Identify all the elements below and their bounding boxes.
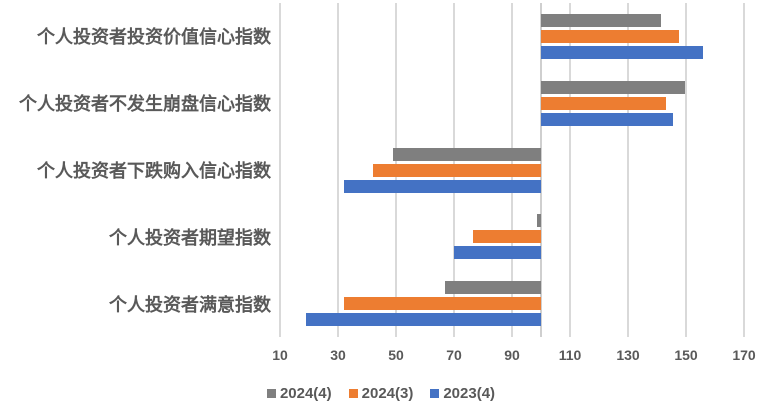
bar-series1-cat0 xyxy=(541,29,679,43)
legend-label: 2024(3) xyxy=(361,385,414,402)
bar-series2-cat0 xyxy=(541,45,704,59)
category-label: 个人投资者满意指数 xyxy=(109,294,271,315)
x-tick-label: 150 xyxy=(674,347,698,363)
category-label: 个人投资者下跌购入信心指数 xyxy=(37,161,271,181)
x-tick-label: 10 xyxy=(272,347,288,363)
gridline xyxy=(685,3,687,337)
category-label: 个人投资者期望指数 xyxy=(109,227,271,248)
gridline xyxy=(279,3,281,337)
x-tick-label: 70 xyxy=(446,347,462,363)
legend-item: 2024(4) xyxy=(266,385,332,402)
bar-series1-cat3 xyxy=(472,230,541,244)
legend-swatch-icon xyxy=(348,389,358,398)
gridline xyxy=(743,3,745,337)
bar-series0-cat1 xyxy=(541,80,685,94)
bar-series0-cat2 xyxy=(393,147,541,161)
legend-item: 2024(3) xyxy=(348,385,414,402)
bar-series2-cat2 xyxy=(343,179,541,193)
x-tick-label: 90 xyxy=(504,347,520,363)
gridline xyxy=(337,3,339,337)
x-tick-label: 30 xyxy=(330,347,346,363)
bar-series0-cat3 xyxy=(536,214,541,228)
category-axis-line xyxy=(540,3,542,337)
gridline xyxy=(627,3,629,337)
legend-item: 2023(4) xyxy=(430,385,495,402)
bar-series2-cat4 xyxy=(306,313,541,327)
bar-series1-cat2 xyxy=(372,163,541,177)
category-label: 个人投资者不发生崩盘信心指数 xyxy=(19,94,271,115)
legend-label: 2024(4) xyxy=(279,385,332,402)
bar-series1-cat4 xyxy=(343,297,541,311)
legend-swatch-icon xyxy=(430,389,440,398)
x-tick-label: 170 xyxy=(732,347,756,363)
bar-series0-cat4 xyxy=(445,281,541,295)
legend-swatch-icon xyxy=(266,389,276,398)
bar-series1-cat1 xyxy=(541,96,666,110)
bar-series0-cat0 xyxy=(541,13,662,27)
bar-series2-cat3 xyxy=(454,246,541,260)
plot-area xyxy=(279,3,745,337)
legend: 2024(4) 2024(3) 2023(4) xyxy=(0,385,762,402)
x-tick-label: 110 xyxy=(558,347,582,363)
bar-series2-cat1 xyxy=(541,112,673,126)
x-tick-label: 50 xyxy=(388,347,404,363)
category-label: 个人投资者投资价值信心指数 xyxy=(37,27,271,48)
x-tick-label: 130 xyxy=(616,347,640,363)
gridline xyxy=(569,3,571,337)
legend-label: 2023(4) xyxy=(443,385,496,402)
